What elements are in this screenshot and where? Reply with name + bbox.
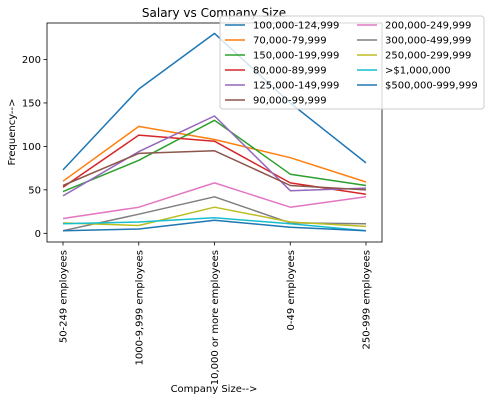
legend-label-200-000-249-999-6: 200,000-249,999: [385, 21, 471, 32]
legend-label-100-000-124-999-0: 100,000-124,999: [253, 21, 339, 32]
legend: 100,000-124,999 70,000-79,999 150,000-199,…: [219, 15, 485, 110]
legend-label-300-000-499-999-7: 300,000-499,999: [385, 36, 471, 47]
series-line-90-000-99-999-5: [62, 150, 367, 191]
legend-label-1-000-000-9: >$1,000,000: [385, 66, 451, 77]
legend-label-80-000-89-999-3: 80,000-89,999: [253, 66, 327, 77]
x-axis-ticks: 50-249 employees 1000-9,999 employees 10,0…: [59, 242, 373, 385]
legend-label-250-000-299-999-8: 250,000-299,999: [385, 51, 471, 62]
legend-label-70-000-79-999-1: 70,000-79,999: [253, 36, 327, 47]
series-line-1-000-000-9: [62, 216, 367, 232]
series-lines: [62, 32, 367, 232]
series-line-150-000-199-999-2: [62, 119, 367, 193]
y-axis-label: Frequency-->: [7, 98, 18, 165]
x-tick-label-10-000-or-more-employees: 10,000 or more employees: [210, 250, 221, 385]
series-line-100-000-124-999-0: [62, 32, 367, 171]
series-line-70-000-79-999-1: [62, 125, 367, 183]
x-tick-label-0-49-employees: 0-49 employees: [286, 250, 297, 330]
y-tick-label-0: 0: [35, 229, 41, 240]
y-axis-ticks: 0 50 100 150 200: [22, 55, 47, 240]
series-line-500-000-999-999-10: [62, 219, 367, 232]
legend-label-125-000-149-999-4: 125,000-149,999: [253, 81, 339, 92]
x-tick-label-50-249-employees: 50-249 employees: [59, 250, 70, 343]
y-tick-label-50: 50: [28, 185, 41, 196]
series-line-200-000-249-999-6: [62, 182, 367, 220]
legend-frame: [219, 15, 485, 110]
y-tick-label-200: 200: [22, 55, 41, 66]
x-tick-label-250-999-employees: 250-999 employees: [362, 250, 373, 350]
y-tick-label-150: 150: [22, 98, 41, 109]
legend-label-500-000-999-999-10: $500,000-999,999: [385, 81, 478, 92]
series-line-250-000-299-999-8: [62, 206, 367, 228]
legend-label-150-000-199-999-2: 150,000-199,999: [253, 51, 339, 62]
x-tick-label-1000-9-999-employees: 1000-9,999 employees: [134, 250, 145, 365]
x-axis-label: Company Size-->: [171, 384, 258, 395]
series-line-125-000-149-999-4: [62, 115, 367, 197]
legend-label-90-000-99-999-5: 90,000-99,999: [253, 96, 327, 107]
y-tick-label-100: 100: [22, 142, 41, 153]
